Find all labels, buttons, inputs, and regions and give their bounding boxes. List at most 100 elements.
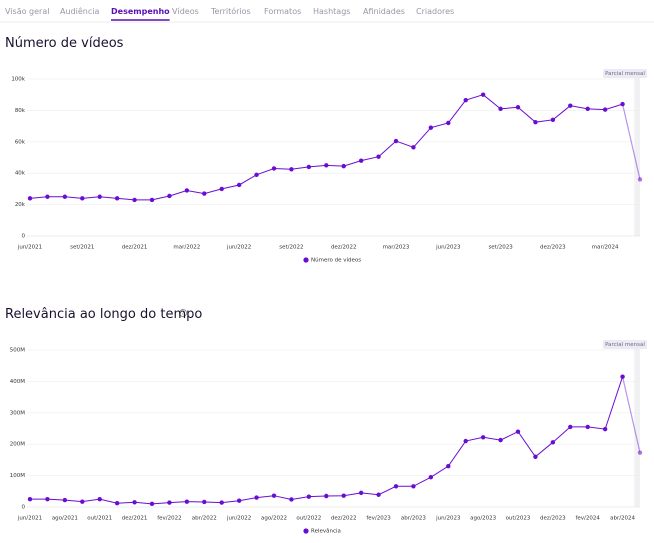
point xyxy=(219,186,224,192)
point xyxy=(515,105,521,110)
x-tick-label: out/2021 xyxy=(87,516,112,522)
partial-line xyxy=(621,376,641,453)
point xyxy=(80,499,85,504)
point xyxy=(376,154,381,159)
legend-marker xyxy=(303,528,309,534)
legend-label: Relevância xyxy=(311,528,341,535)
point xyxy=(97,496,102,502)
y-tick-label: 80k xyxy=(15,108,26,114)
y-tick-label: 400M xyxy=(10,379,25,385)
svg-text:?: ? xyxy=(182,311,185,317)
point xyxy=(463,97,468,103)
tab[interactable]: Desempenho xyxy=(111,7,170,16)
point xyxy=(393,138,399,144)
point xyxy=(568,103,573,108)
point xyxy=(480,92,486,97)
tab[interactable]: Afinidades xyxy=(363,7,405,16)
y-tick-label: 60k xyxy=(15,139,26,145)
point xyxy=(45,194,50,199)
tab[interactable]: Territórios xyxy=(210,6,251,16)
x-tick-label: fev/2023 xyxy=(366,516,391,522)
point xyxy=(620,101,625,107)
point xyxy=(271,493,277,498)
y-tick-label: 0 xyxy=(22,234,26,240)
point xyxy=(324,493,329,499)
point xyxy=(585,106,590,112)
point xyxy=(446,463,451,469)
point xyxy=(393,484,399,489)
x-tick-label: dez/2022 xyxy=(331,516,357,522)
partial-shade xyxy=(634,75,640,236)
point xyxy=(254,172,259,177)
x-tick-label: ago/2021 xyxy=(52,516,78,522)
annotation-box xyxy=(603,340,647,349)
y-tick-label: 0 xyxy=(22,505,26,511)
x-tick-label: ago/2022 xyxy=(261,516,287,522)
x-tick-label: set/2021 xyxy=(70,245,94,251)
point xyxy=(202,191,207,196)
point xyxy=(341,493,346,498)
tab[interactable]: Audiência xyxy=(60,6,99,16)
point xyxy=(480,435,486,440)
x-tick-label: abr/2023 xyxy=(401,516,426,522)
point xyxy=(62,194,68,199)
x-tick-label: set/2022 xyxy=(279,245,303,251)
point xyxy=(62,497,68,503)
point xyxy=(602,107,608,112)
tab[interactable]: Formatos xyxy=(264,7,301,16)
point xyxy=(271,166,277,171)
y-tick-label: 40k xyxy=(15,171,26,177)
x-tick-label: dez/2023 xyxy=(540,245,566,251)
tab[interactable]: Visão geral xyxy=(5,7,49,16)
partial-shade xyxy=(634,346,640,507)
point xyxy=(149,197,155,203)
point xyxy=(306,164,312,170)
point xyxy=(463,438,468,444)
x-tick-label: dez/2021 xyxy=(122,245,148,251)
tab[interactable]: Criadores xyxy=(416,7,454,16)
point xyxy=(428,474,434,480)
point xyxy=(637,177,643,182)
point xyxy=(45,496,50,502)
point xyxy=(446,120,451,126)
point xyxy=(358,490,364,496)
point xyxy=(550,117,556,123)
point xyxy=(498,437,503,443)
legend-label: Número de vídeos xyxy=(311,257,361,264)
annotation: Parcial mensal xyxy=(605,342,645,348)
point xyxy=(568,424,573,430)
point xyxy=(97,194,102,199)
partial-line xyxy=(621,103,641,180)
point xyxy=(637,450,643,455)
x-tick-label: abr/2022 xyxy=(192,516,217,522)
tab[interactable]: Vídeos xyxy=(172,7,199,16)
point xyxy=(533,119,538,125)
x-tick-label: ago/2023 xyxy=(470,516,497,522)
x-tick-label: jun/2022 xyxy=(226,516,251,522)
line xyxy=(30,376,624,505)
annotation: Parcial mensal xyxy=(605,71,645,77)
x-tick-label: mar/2024 xyxy=(592,245,619,251)
x-tick-label: mar/2023 xyxy=(383,245,410,251)
point xyxy=(114,501,120,506)
point xyxy=(324,163,329,168)
point xyxy=(550,440,556,445)
point xyxy=(132,500,137,505)
y-tick-label: 20k xyxy=(15,202,26,208)
x-tick-label: fev/2024 xyxy=(575,516,600,522)
point xyxy=(80,196,85,201)
help-icon[interactable]: ? xyxy=(179,309,187,318)
x-tick-label: dez/2023 xyxy=(540,516,566,522)
x-tick-label: dez/2021 xyxy=(122,516,148,522)
legend-marker xyxy=(303,257,309,263)
point xyxy=(219,500,224,505)
point xyxy=(167,500,172,505)
point xyxy=(236,498,242,503)
tab[interactable]: Hashtags xyxy=(313,7,350,16)
chart-title: Número de vídeos xyxy=(5,36,124,51)
point xyxy=(428,125,434,130)
point xyxy=(236,182,242,188)
x-tick-label: out/2023 xyxy=(506,516,531,522)
x-tick-label: fev/2022 xyxy=(157,516,181,522)
